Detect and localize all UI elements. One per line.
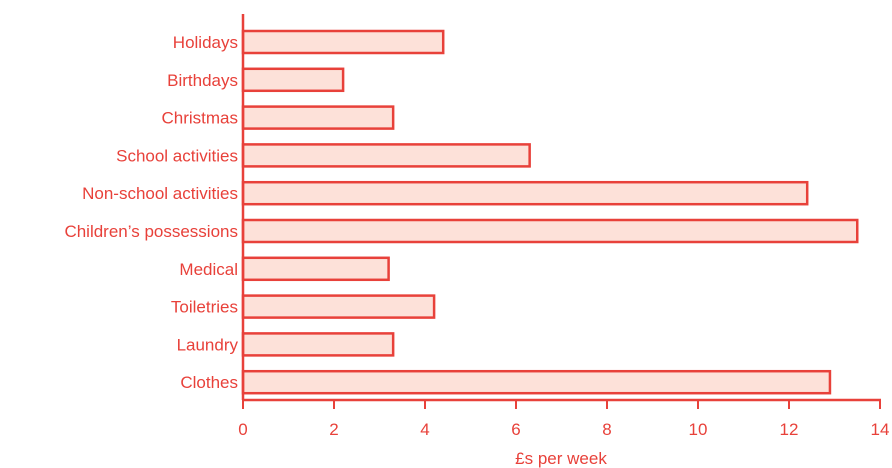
x-tick-label: 10 [689,420,708,439]
category-labels: Holidays Birthdays Christmas School activit… [64,33,238,392]
bar-1 [241,67,345,93]
x-axis-title: £s per week [515,449,607,468]
bar-3 [241,143,531,168]
category-label: Holidays [173,33,238,52]
bar-6 [241,256,390,282]
x-tick-label: 12 [780,420,799,439]
category-label: Non-school activities [82,184,238,203]
category-label: Clothes [180,373,238,392]
bars-group [241,29,859,395]
category-label: School activities [116,146,238,165]
category-label: Medical [179,260,238,279]
bar-0 [241,29,445,55]
bar-5 [241,218,859,244]
x-tick-label: 8 [602,420,611,439]
category-label: Toiletries [171,298,238,317]
x-axis-ticks: 0 2 4 6 8 10 12 14 [238,400,889,439]
category-label: Laundry [177,335,239,354]
bar-9 [241,369,832,395]
x-tick-label: 6 [511,420,520,439]
bar-2 [241,105,395,130]
bar-8 [241,332,395,357]
category-label: Christmas [161,109,238,128]
category-label: Children’s possessions [64,222,238,241]
x-tick-label: 4 [420,420,429,439]
bar-7 [241,294,436,319]
category-label: Birthdays [167,71,238,90]
x-tick-label: 14 [871,420,890,439]
bar-4 [241,180,809,206]
x-tick-label: 0 [238,420,247,439]
x-tick-label: 2 [329,420,338,439]
